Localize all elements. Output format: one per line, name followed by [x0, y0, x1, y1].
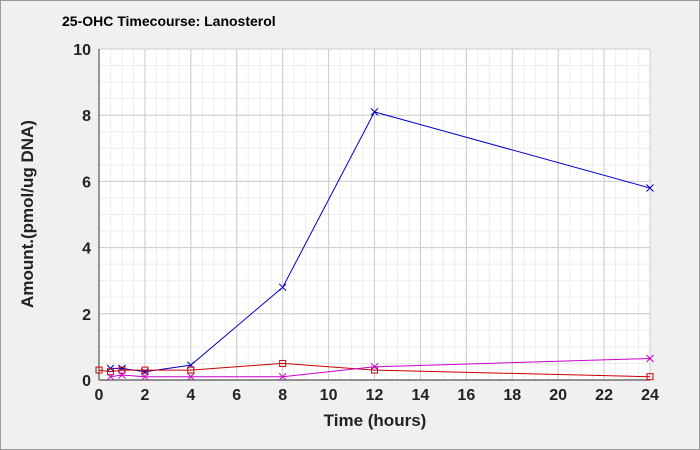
data-point	[646, 354, 654, 363]
data-point	[187, 366, 195, 374]
y-tick-label: 2	[82, 307, 91, 324]
x-tick-label: 10	[320, 387, 338, 404]
major-grid	[98, 48, 651, 381]
x-tick-label: 4	[186, 387, 195, 404]
x-tick-label: 2	[140, 387, 149, 404]
x-tick-label: 12	[366, 387, 384, 404]
data-point	[370, 362, 379, 371]
y-tick-label: 0	[82, 373, 91, 390]
data-point	[278, 372, 287, 381]
data-point	[118, 371, 126, 379]
x-tick-label: 14	[412, 387, 430, 404]
data-point	[186, 372, 195, 381]
data-point	[646, 373, 654, 381]
x-tick-label: 0	[95, 387, 104, 404]
y-tick-labels: 0 2 4 6 8 10	[73, 42, 91, 390]
data-point	[278, 283, 287, 292]
x-tick-label: 24	[641, 387, 659, 404]
data-point	[141, 366, 149, 374]
y-tick-label: 4	[82, 241, 91, 258]
data-point	[106, 372, 115, 381]
data-point	[646, 184, 654, 192]
x-tick-label: 8	[278, 387, 287, 404]
data-point	[95, 366, 103, 374]
data-point	[279, 359, 287, 367]
y-tick-label: 10	[73, 42, 91, 59]
data-point	[370, 108, 379, 116]
x-tick-label: 16	[457, 387, 475, 404]
x-tick-label: 18	[503, 387, 521, 404]
y-tick-label: 6	[82, 174, 91, 191]
series-line-2	[98, 362, 651, 378]
x-tick-label: 6	[232, 387, 241, 404]
x-tick-label: 22	[595, 387, 613, 404]
data-point	[141, 372, 149, 381]
x-tick-label: 20	[549, 387, 567, 404]
y-tick-label: 8	[82, 108, 91, 125]
y-axis-label: Amount.(pmol/ug DNA)	[18, 120, 37, 308]
data-point	[106, 368, 114, 376]
data-point	[118, 366, 126, 374]
series-layer	[95, 108, 654, 381]
x-tick-labels: 0 2 4 6 8 10 12 14 16 18 20 22 24	[95, 387, 659, 404]
chart-title: 25-OHC Timecourse: Lanosterol	[62, 13, 276, 29]
axes	[98, 49, 650, 381]
x-axis-label: Time (hours)	[324, 411, 427, 430]
